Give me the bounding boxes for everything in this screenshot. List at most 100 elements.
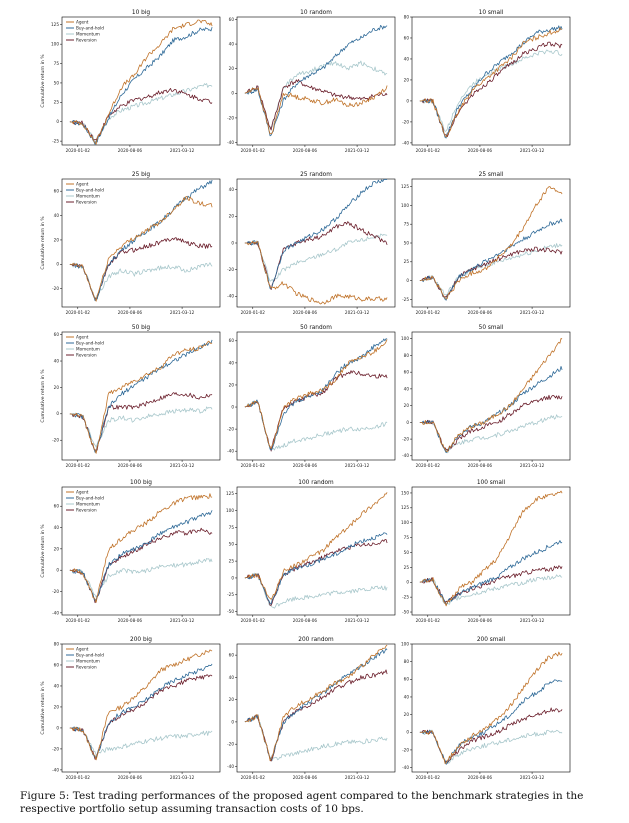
y-tick-label: 0 — [56, 725, 59, 730]
y-tick-label: 0 — [406, 580, 409, 585]
y-axis-label: Cumulative return in % — [40, 524, 46, 578]
plot-frame — [236, 486, 396, 616]
x-tick-label: 2020-08-06 — [293, 775, 318, 780]
plot-frame — [411, 486, 571, 616]
y-tick-label: 40 — [54, 213, 60, 218]
y-tick-label: -25 — [227, 592, 234, 597]
y-tick-label: 100 — [401, 203, 409, 208]
y-tick-label: -20 — [52, 286, 59, 291]
y-tick-label: 40 — [54, 683, 60, 688]
y-tick-label: 0 — [406, 98, 409, 103]
x-tick-label: 2021-03-12 — [345, 463, 370, 468]
plot-frame — [411, 178, 571, 308]
x-tick-label: 2020-08-06 — [468, 310, 493, 315]
y-tick-label: 0 — [56, 411, 59, 416]
series-line-momentum — [419, 729, 563, 764]
panel-title: 10 random — [300, 10, 332, 16]
plot-frame — [411, 16, 571, 146]
y-tick-label: -20 — [402, 436, 409, 441]
panel-title: 50 big — [132, 325, 151, 331]
plot-frame — [61, 486, 221, 616]
y-tick-label: 75 — [404, 535, 410, 540]
panel-title: 10 big — [132, 10, 151, 16]
y-tick-label: 0 — [231, 575, 234, 580]
y-tick-label: 80 — [404, 14, 410, 19]
series-line-reversion — [244, 370, 388, 452]
x-tick-label: 2020-08-06 — [118, 775, 143, 780]
y-tick-label: 75 — [54, 61, 60, 66]
x-tick-label: 2020-01-02 — [416, 148, 441, 153]
series-line-reversion — [419, 565, 563, 604]
series-line-agent — [419, 186, 563, 300]
y-axis-label: Cumulative return in % — [40, 54, 46, 108]
y-axis-label: Cumulative return in % — [40, 369, 46, 423]
x-tick-label: 2020-01-02 — [241, 310, 266, 315]
x-tick-label: 2020-08-06 — [293, 618, 318, 623]
y-tick-label: -20 — [227, 427, 234, 432]
panel-title: 25 random — [300, 172, 332, 178]
y-tick-label: 0 — [231, 91, 234, 96]
y-tick-label: -50 — [402, 609, 409, 614]
legend-label: Momentum — [76, 659, 100, 664]
y-tick-label: 20 — [54, 546, 60, 551]
series-line-momentum — [69, 558, 213, 598]
series-line-agent — [419, 27, 563, 138]
x-tick-label: 2020-01-02 — [66, 463, 91, 468]
y-tick-label: -20 — [52, 746, 59, 751]
x-tick-label: 2021-03-12 — [520, 775, 545, 780]
legend-label: Agent — [76, 335, 89, 340]
series-line-momentum — [244, 715, 388, 762]
chart-panel: 25 random -40 -20 0 20 40 2020-01-02 2020-08-06… — [227, 172, 396, 315]
y-tick-label: -20 — [402, 119, 409, 124]
x-tick-label: 2021-03-12 — [170, 310, 195, 315]
y-tick-label: 60 — [229, 338, 235, 343]
x-tick-label: 2020-01-02 — [66, 618, 91, 623]
y-tick-label: 60 — [404, 677, 410, 682]
x-tick-label: 2020-08-06 — [118, 618, 143, 623]
series-line-momentum — [419, 414, 563, 454]
y-tick-label: 20 — [54, 237, 60, 242]
y-tick-label: 60 — [54, 662, 60, 667]
chart-panel: 200 small -40 -20 0 20 40 60 80 100 2020-01-02 202… — [401, 637, 571, 780]
y-tick-label: 40 — [404, 694, 410, 699]
series-line-agent — [419, 338, 563, 453]
y-tick-label: 75 — [404, 222, 410, 227]
x-tick-label: 2020-08-06 — [293, 310, 318, 315]
y-tick-label: -25 — [402, 595, 409, 600]
y-tick-label: -40 — [52, 610, 59, 615]
y-tick-label: 20 — [229, 697, 235, 702]
legend-label: Agent — [76, 182, 89, 187]
panel-title: 25 small — [479, 172, 504, 178]
series-line-agent — [244, 339, 388, 449]
legend-label: Reversion — [76, 665, 97, 670]
y-tick-label: 40 — [404, 56, 410, 61]
panel-title: 200 random — [298, 637, 334, 643]
figure-caption: Figure 5: Test trading performances of t… — [20, 790, 584, 815]
y-tick-label: 40 — [404, 386, 410, 391]
legend-label: Buy-and-hold — [76, 26, 104, 31]
x-tick-label: 2020-08-06 — [118, 148, 143, 153]
x-tick-label: 2021-03-12 — [345, 310, 370, 315]
legend-label: Reversion — [76, 200, 97, 205]
series-line-momentum — [244, 233, 388, 282]
x-tick-label: 2020-08-06 — [118, 463, 143, 468]
y-tick-label: -40 — [402, 765, 409, 770]
legend-label: Buy-and-hold — [76, 188, 104, 193]
x-tick-label: 2020-08-06 — [293, 148, 318, 153]
plot-frame — [61, 178, 221, 308]
x-tick-label: 2021-03-12 — [345, 775, 370, 780]
y-tick-label: 25 — [404, 259, 410, 264]
chart-panel: 100 small -50 -25 0 25 50 75 100 125 150 2020-01-0… — [401, 480, 571, 623]
series-line-momentum — [419, 574, 563, 606]
y-tick-label: 60 — [404, 35, 410, 40]
x-tick-label: 2020-01-02 — [416, 775, 441, 780]
panel-title: 50 random — [300, 325, 332, 331]
x-tick-label: 2020-01-02 — [66, 148, 91, 153]
y-tick-label: 40 — [54, 525, 60, 530]
series-line-buy-and-hold — [69, 510, 213, 602]
y-tick-label: 0 — [231, 719, 234, 724]
series-line-agent — [69, 340, 213, 454]
y-tick-label: 20 — [54, 704, 60, 709]
legend-label: Agent — [76, 20, 89, 25]
